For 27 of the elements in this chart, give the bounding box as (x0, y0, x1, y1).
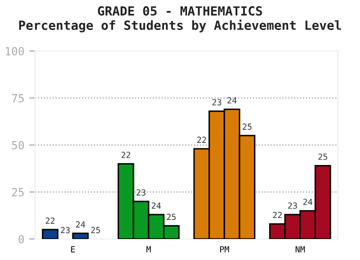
x-tick-label: M (146, 246, 151, 252)
text: 25 (318, 154, 328, 160)
text: 22 (122, 152, 130, 158)
text: 25 (91, 226, 100, 234)
x-tick-label: NM (296, 246, 305, 252)
series-label: 25 (166, 214, 176, 220)
series-label: 22 (197, 136, 206, 143)
text: 22 (273, 212, 282, 218)
y-tick-label: 0 (18, 235, 24, 244)
text: 24 (152, 202, 161, 209)
y-tick-label: 100 (6, 47, 24, 56)
y-tick-label: 75 (12, 94, 24, 102)
text: 24 (303, 198, 312, 205)
chart-title: GRADE 05 - MATHEMATICS (98, 6, 262, 16)
series-label: 23 (136, 189, 146, 196)
text: 23 (288, 202, 297, 209)
series-label: 24 (76, 221, 86, 228)
chart-subtitle: Percentage of Students by Achievement Level (19, 20, 341, 32)
x-tick-label: PM (220, 246, 230, 252)
text: 23 (212, 99, 222, 106)
x-tick-label: E (71, 246, 75, 252)
text: 22 (46, 218, 54, 224)
text: 25 (242, 124, 252, 130)
y-tick-label: 25 (12, 188, 24, 196)
text: 24 (228, 97, 237, 104)
text: 23 (60, 226, 70, 234)
y-tick-label: 50 (12, 141, 24, 150)
